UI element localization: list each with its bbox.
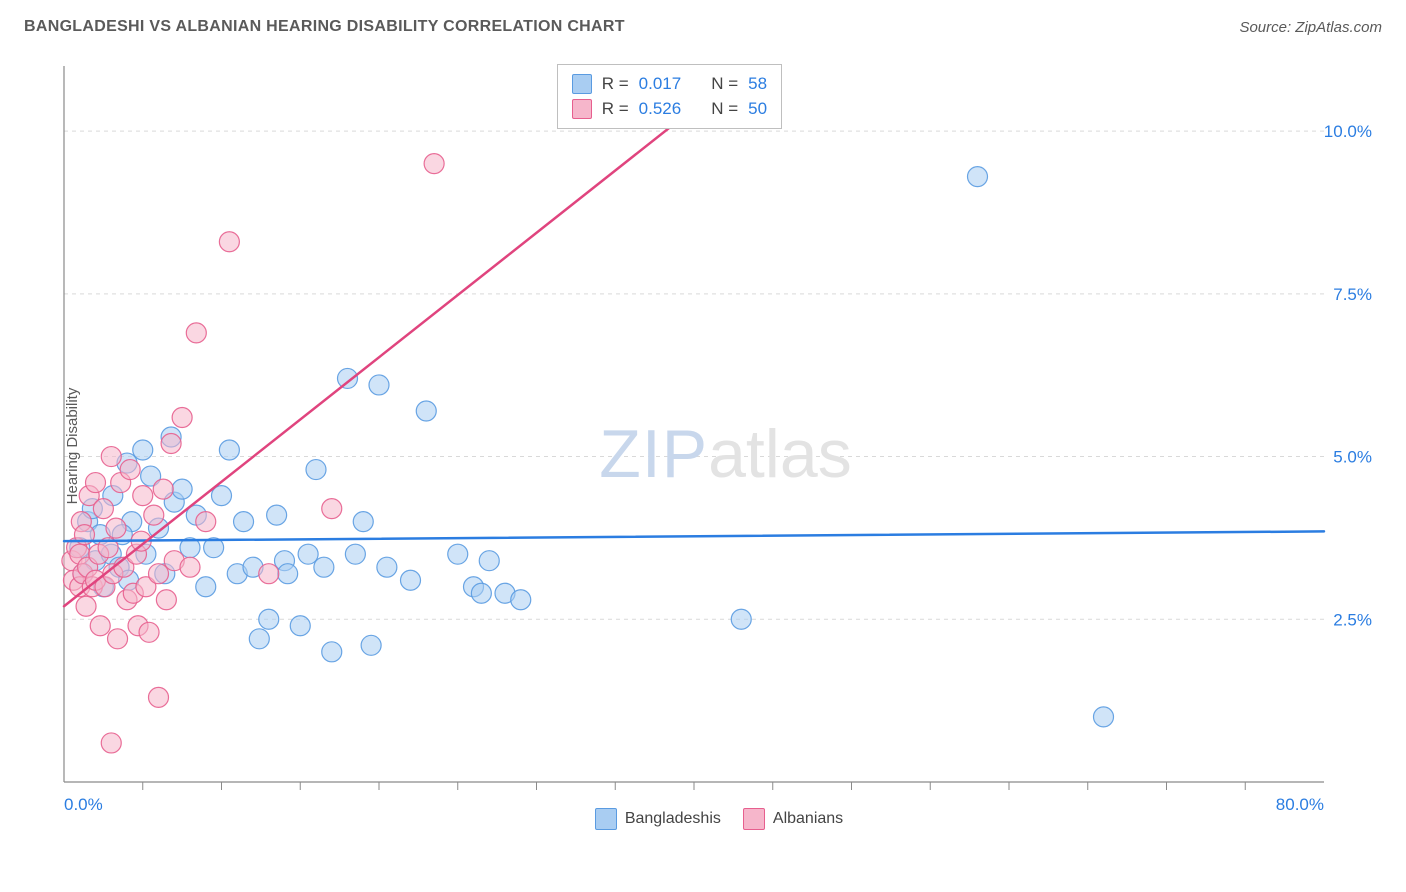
stat-n-value: 58 xyxy=(748,71,767,97)
legend-item-bangladeshis: Bangladeshis xyxy=(595,808,721,830)
swatch-icon xyxy=(572,99,592,119)
chart-title: BANGLADESHI VS ALBANIAN HEARING DISABILI… xyxy=(24,18,625,36)
swatch-icon xyxy=(572,74,592,94)
stat-n-label: N = xyxy=(711,96,738,122)
correlation-stats-box: R = 0.017 N = 58 R = 0.526 N = 50 xyxy=(557,64,782,129)
legend-item-albanians: Albanians xyxy=(743,808,843,830)
swatch-icon xyxy=(595,808,617,830)
stat-r-label: R = xyxy=(602,71,629,97)
svg-text:5.0%: 5.0% xyxy=(1333,448,1372,467)
svg-text:7.5%: 7.5% xyxy=(1333,285,1372,304)
stat-row-albanians: R = 0.526 N = 50 xyxy=(572,96,767,122)
stat-row-bangladeshis: R = 0.017 N = 58 xyxy=(572,71,767,97)
stat-r-value: 0.017 xyxy=(639,71,682,97)
scatter-chart: 0.0%80.0%2.5%5.0%7.5%10.0% xyxy=(54,56,1384,836)
chart-area: 0.0%80.0%2.5%5.0%7.5%10.0% ZIPatlas R = … xyxy=(54,56,1384,836)
legend-label: Bangladeshis xyxy=(625,810,721,828)
swatch-icon xyxy=(743,808,765,830)
legend-label: Albanians xyxy=(773,810,843,828)
stat-n-label: N = xyxy=(711,71,738,97)
stat-r-value: 0.526 xyxy=(639,96,682,122)
series-legend: Bangladeshis Albanians xyxy=(54,808,1384,830)
chart-header: BANGLADESHI VS ALBANIAN HEARING DISABILI… xyxy=(24,18,1382,36)
svg-text:2.5%: 2.5% xyxy=(1333,610,1372,629)
stat-r-label: R = xyxy=(602,96,629,122)
stat-n-value: 50 xyxy=(748,96,767,122)
svg-text:10.0%: 10.0% xyxy=(1324,122,1372,141)
source-label: Source: ZipAtlas.com xyxy=(1239,19,1382,36)
